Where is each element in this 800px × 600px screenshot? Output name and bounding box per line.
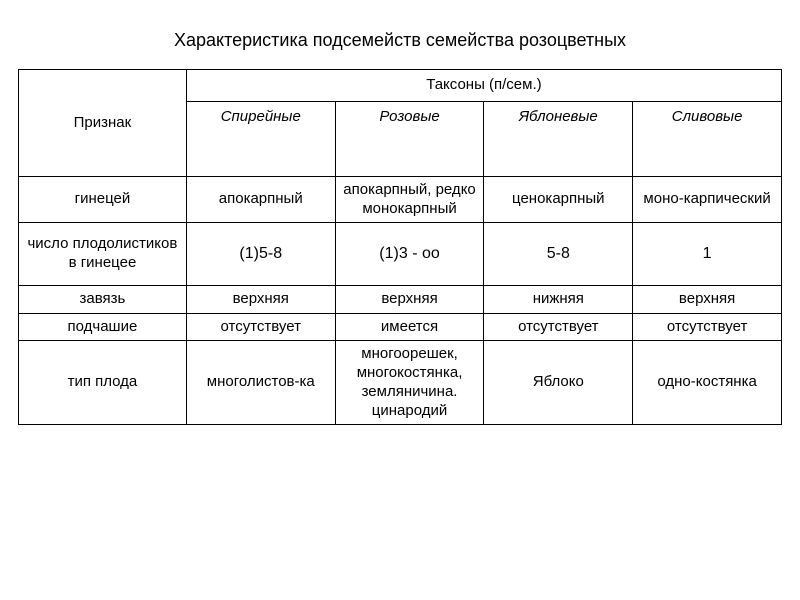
taxon-col-3: Сливовые — [633, 101, 782, 176]
taxon-col-0: Спирейные — [186, 101, 335, 176]
row-attr: завязь — [19, 285, 187, 313]
cell: одно-костянка — [633, 341, 782, 425]
taxa-group-header: Таксоны (п/сем.) — [186, 70, 781, 102]
table-row: число плодолистиков в гинецее (1)5-8 (1)… — [19, 223, 782, 286]
table-row: подчашие отсутствует имеется отсутствует… — [19, 313, 782, 341]
row-attr: подчашие — [19, 313, 187, 341]
subfamily-table: Признак Таксоны (п/сем.) Спирейные Розов… — [18, 69, 782, 425]
cell: отсутствует — [633, 313, 782, 341]
cell: имеется — [335, 313, 484, 341]
cell: нижняя — [484, 285, 633, 313]
row-attr: тип плода — [19, 341, 187, 425]
cell: 1 — [633, 223, 782, 286]
cell: верхняя — [335, 285, 484, 313]
cell: верхняя — [633, 285, 782, 313]
cell: (1)3 - оо — [335, 223, 484, 286]
cell: Яблоко — [484, 341, 633, 425]
attribute-header: Признак — [19, 70, 187, 177]
cell: многоорешек, многокостянка, земляничина.… — [335, 341, 484, 425]
cell: моно-карпический — [633, 176, 782, 223]
cell: отсутствует — [484, 313, 633, 341]
page-title: Характеристика подсемейств семейства роз… — [18, 30, 782, 51]
cell: апокарпный, редко монокарпный — [335, 176, 484, 223]
cell: 5-8 — [484, 223, 633, 286]
cell: многолистов-ка — [186, 341, 335, 425]
taxon-col-2: Яблоневые — [484, 101, 633, 176]
table-header-row-1: Признак Таксоны (п/сем.) — [19, 70, 782, 102]
taxon-col-1: Розовые — [335, 101, 484, 176]
cell: верхняя — [186, 285, 335, 313]
table-row: гинецей апокарпный апокарпный, редко мон… — [19, 176, 782, 223]
cell: (1)5-8 — [186, 223, 335, 286]
row-attr: гинецей — [19, 176, 187, 223]
table-row: тип плода многолистов-ка многоорешек, мн… — [19, 341, 782, 425]
cell: ценокарпный — [484, 176, 633, 223]
cell: апокарпный — [186, 176, 335, 223]
table-row: завязь верхняя верхняя нижняя верхняя — [19, 285, 782, 313]
row-attr: число плодолистиков в гинецее — [19, 223, 187, 286]
cell: отсутствует — [186, 313, 335, 341]
